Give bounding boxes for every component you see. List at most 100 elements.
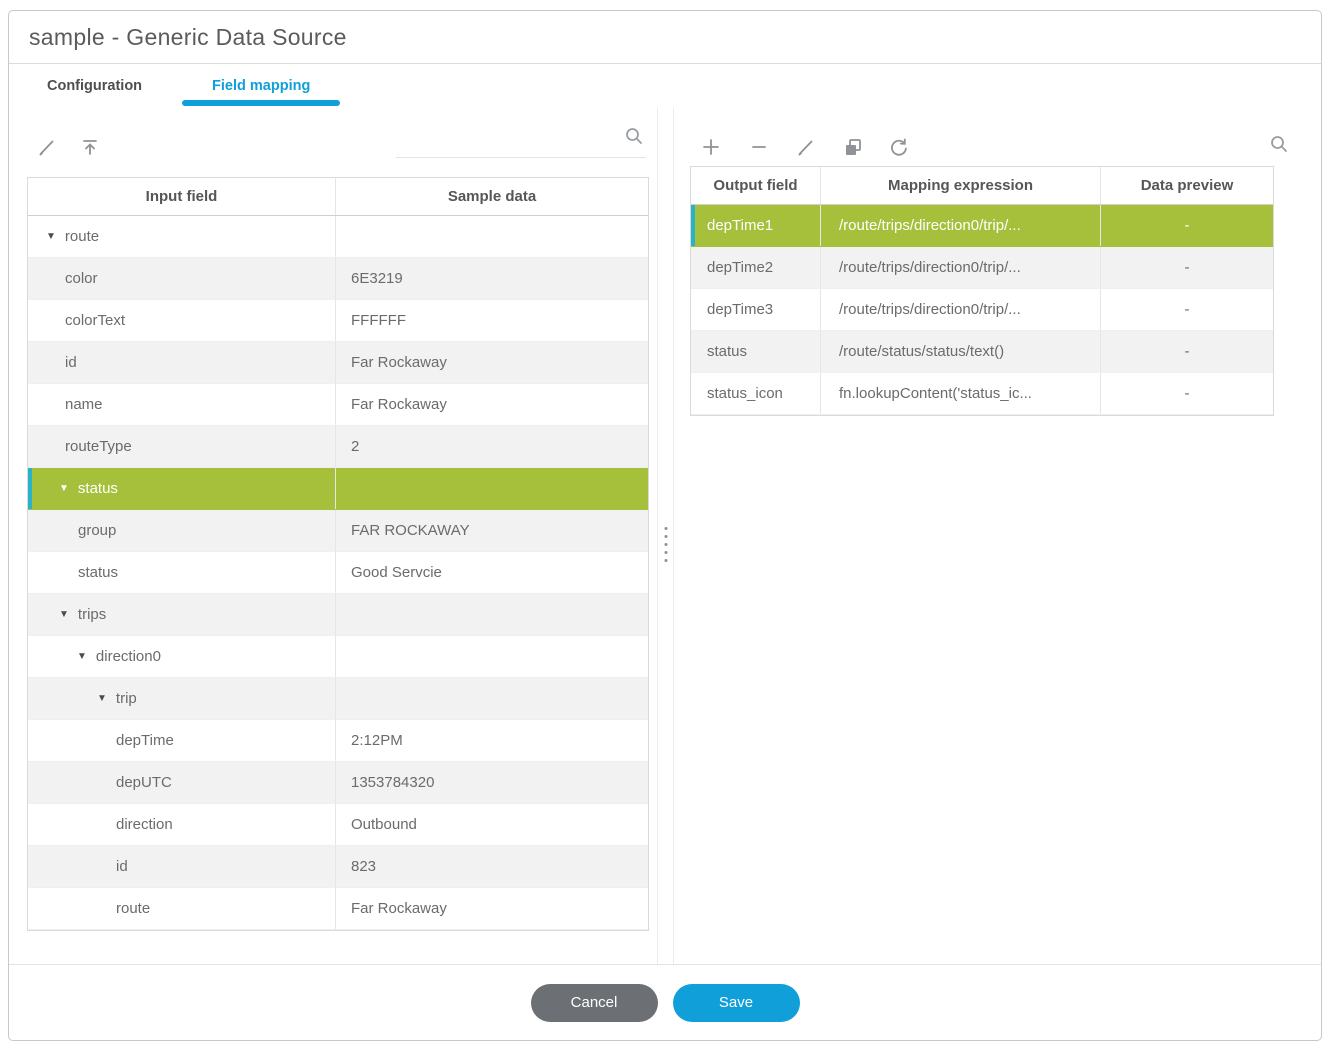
input-field-name: direction [116,816,173,833]
output-field-table: Output field Mapping expression Data pre… [690,166,1274,416]
input-field-cell: ▼ depUTC [28,762,336,803]
input-field-name: route [64,228,100,245]
dialog-title: sample - Generic Data Source [29,23,347,50]
table-row[interactable]: ▼ id 823 [28,846,648,888]
caret-down-icon[interactable]: ▼ [46,230,56,242]
input-field-cell: ▼ status [28,552,336,593]
tab-bar: Configuration Field mapping [9,64,1321,108]
output-field-table-body: depTime1 /route/trips/direction0/trip/..… [691,205,1273,415]
output-field-table-header: Output field Mapping expression Data pre… [691,167,1273,205]
right-toolbar [690,116,1294,168]
remove-icon[interactable] [748,136,770,158]
input-field-cell: ▼ name [28,384,336,425]
caret-down-icon[interactable]: ▼ [97,692,107,704]
input-field-cell: ▼ direction0 [28,636,336,677]
edit-icon[interactable] [795,136,817,158]
table-row[interactable]: ▼ direction0 [28,636,648,678]
left-toolbar [27,116,649,168]
table-row[interactable]: ▼ id Far Rockaway [28,342,648,384]
tab-field-mapping[interactable]: Field mapping [182,64,341,108]
table-row[interactable]: ▼ name Far Rockaway [28,384,648,426]
search-icon[interactable] [1269,134,1289,154]
sample-data-value: Far Rockaway [351,354,447,371]
caret-down-icon[interactable]: ▼ [77,650,87,662]
table-row[interactable]: depTime2 /route/trips/direction0/trip/..… [691,247,1273,289]
table-row[interactable]: ▼ route [28,216,648,258]
sample-data-value [336,636,648,677]
table-row[interactable]: status_icon fn.lookupContent('status_ic.… [691,373,1273,415]
table-row[interactable]: ▼ trips [28,594,648,636]
dialog-titlebar: sample - Generic Data Source [9,11,1321,64]
table-row[interactable]: status /route/status/status/text() - [691,331,1273,373]
caret-down-icon[interactable]: ▼ [59,608,69,620]
sample-data-value: Good Servcie [351,564,442,581]
search-input[interactable] [396,130,646,158]
table-row[interactable]: ▼ routeType 2 [28,426,648,468]
save-button[interactable]: Save [672,983,800,1022]
add-icon[interactable] [700,136,722,158]
input-field-table-header: Input field Sample data [28,178,648,216]
input-field-name: direction0 [95,648,161,665]
mapping-expression-value: /route/trips/direction0/trip/... [821,247,1101,288]
column-header-mapping-expression: Mapping expression [821,167,1101,204]
sample-data-value: Far Rockaway [351,396,447,413]
input-field-name: depUTC [116,774,172,791]
table-row[interactable]: ▼ color 6E3219 [28,258,648,300]
input-field-table-body: ▼ route ▼ color 6E3219 ▼ colorText FFFFF… [28,216,648,930]
copy-icon[interactable] [842,136,864,158]
sample-data-value: FAR ROCKAWAY [351,522,470,539]
tab-configuration[interactable]: Configuration [37,64,152,108]
dialog-footer: Cancel Save [9,964,1321,1040]
move-to-top-icon[interactable] [79,136,101,158]
caret-down-icon[interactable]: ▼ [59,482,69,494]
edit-icon[interactable] [36,136,58,158]
dialog-content: Input field Sample data ▼ route ▼ color … [9,108,1321,964]
table-row[interactable]: ▼ route Far Rockaway [28,888,648,930]
column-header-input-field: Input field [28,178,336,215]
input-field-cell: ▼ status [28,468,336,509]
table-row[interactable]: ▼ status Good Servcie [28,552,648,594]
table-row[interactable]: depTime3 /route/trips/direction0/trip/..… [691,289,1273,331]
table-row[interactable]: ▼ depUTC 1353784320 [28,762,648,804]
data-preview-value: - [1184,385,1190,402]
sample-data-value [336,678,648,719]
table-row[interactable]: ▼ status [28,468,648,510]
data-preview-value: - [1184,343,1190,360]
tab-configuration-label: Configuration [47,78,143,94]
refresh-icon[interactable] [888,136,910,158]
column-header-sample-data: Sample data [447,188,537,205]
input-fields-panel: Input field Sample data ▼ route ▼ color … [27,116,649,964]
output-field-name: depTime1 [691,205,821,246]
output-fields-panel: Output field Mapping expression Data pre… [690,116,1294,964]
mapping-expression-value: /route/status/status/text() [821,331,1101,372]
table-row[interactable]: ▼ depTime 2:12PM [28,720,648,762]
splitter-drag-handle-icon[interactable] [660,523,671,566]
tab-field-mapping-label: Field mapping [212,78,311,94]
panel-splitter[interactable] [657,108,674,964]
table-row[interactable]: ▼ colorText FFFFFF [28,300,648,342]
sample-data-value: Far Rockaway [351,900,447,917]
table-row[interactable]: depTime1 /route/trips/direction0/trip/..… [691,205,1273,247]
input-field-name: id [116,858,128,875]
input-field-cell: ▼ trip [28,678,336,719]
table-row[interactable]: ▼ trip [28,678,648,720]
input-field-cell: ▼ color [28,258,336,299]
output-field-name: status [691,331,821,372]
input-field-cell: ▼ id [28,342,336,383]
table-row[interactable]: ▼ direction Outbound [28,804,648,846]
active-tab-indicator [182,100,341,106]
output-field-name: status_icon [691,373,821,414]
input-field-name: id [65,354,77,371]
column-header-data-preview: Data preview [1140,177,1234,194]
sample-data-value: 6E3219 [351,270,403,287]
mapping-expression-value: /route/trips/direction0/trip/... [821,289,1101,330]
input-field-name: route [116,900,151,917]
input-field-cell: ▼ depTime [28,720,336,761]
output-field-name: depTime2 [691,247,821,288]
input-field-cell: ▼ colorText [28,300,336,341]
search-icon[interactable] [624,126,644,146]
sample-data-value: 2 [351,438,360,455]
table-row[interactable]: ▼ group FAR ROCKAWAY [28,510,648,552]
cancel-button[interactable]: Cancel [530,983,658,1022]
data-preview-value: - [1184,217,1190,234]
